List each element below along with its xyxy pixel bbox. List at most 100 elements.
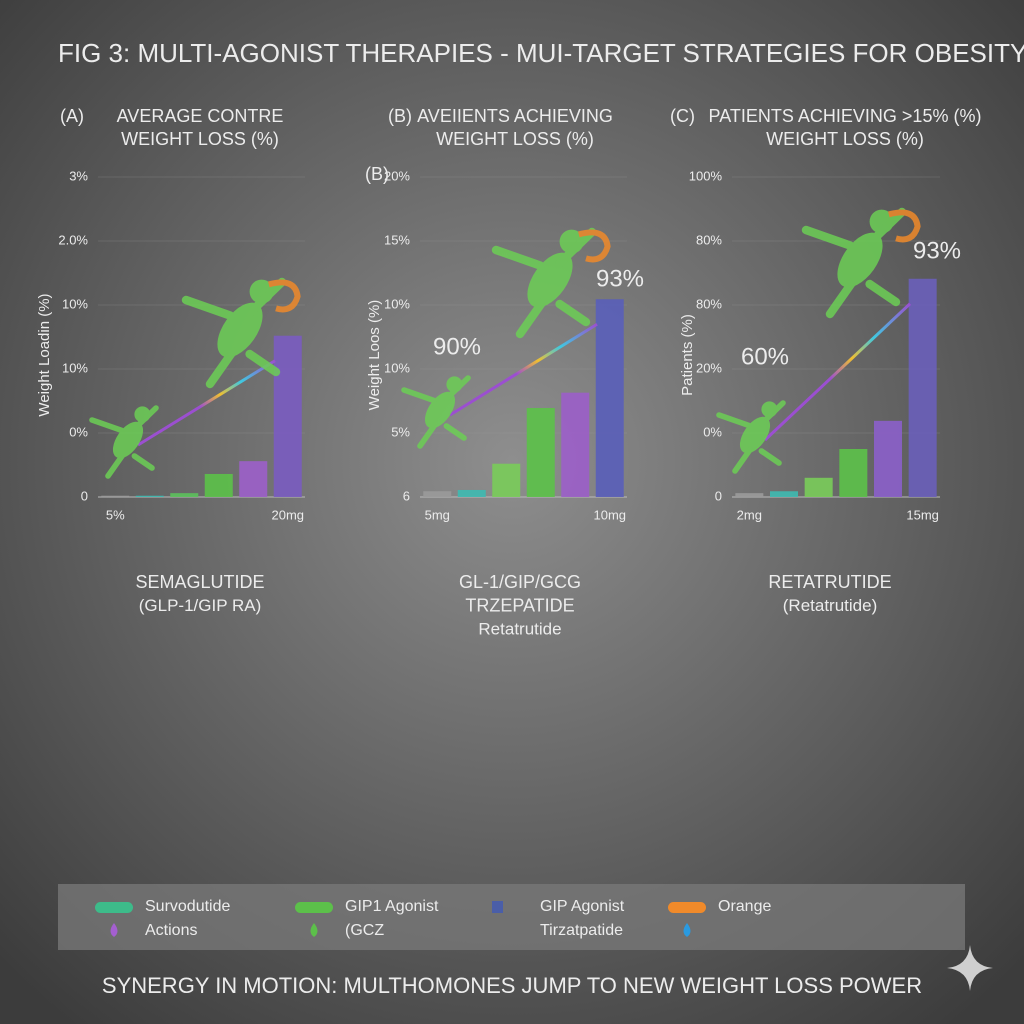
figure-limbs	[401, 375, 471, 449]
y-tick-label: 0%	[703, 424, 722, 439]
y-tick-label: 10%	[384, 296, 410, 311]
bar	[874, 420, 902, 497]
y-tick-label: 6	[403, 488, 410, 503]
y-tick-label: 10%	[62, 360, 88, 375]
x-tick-label: 15mg	[906, 507, 939, 522]
jumping-figure	[491, 227, 611, 339]
y-axis-label: Weight Loadin (%)	[36, 293, 53, 416]
y-tick-label: 2.0%	[58, 232, 88, 247]
figure-limbs	[491, 227, 597, 339]
bar	[170, 493, 199, 497]
x-tick-label: 2mg	[737, 507, 762, 522]
bar	[804, 477, 833, 497]
y-tick-label: 15%	[384, 232, 410, 247]
panel-title: AVEIIENTS ACHIEVING	[417, 106, 613, 126]
y-tick-label: 10%	[384, 360, 410, 375]
panel-label: (C)	[670, 106, 695, 126]
figure-limbs	[801, 207, 907, 319]
bar	[204, 473, 233, 497]
jumping-figure	[801, 207, 921, 319]
annotation: 90%	[433, 333, 481, 360]
legend-swatch	[310, 923, 318, 937]
legend-swatch	[683, 923, 691, 937]
trend-arrow	[763, 302, 912, 442]
y-tick-label: 100%	[689, 168, 723, 183]
annotation: 60%	[741, 343, 789, 370]
bar	[492, 463, 521, 497]
trend-arrow	[137, 359, 276, 447]
bar	[595, 299, 624, 497]
page-title: FIG 3: MULTI-AGONIST THERAPIES - MUI-TAR…	[58, 38, 1024, 68]
footer: SYNERGY IN MOTION: MULTHOMONES JUMP TO N…	[102, 973, 922, 998]
legend-swatch	[492, 901, 503, 913]
legend-swatch	[110, 923, 118, 937]
drug-label: SEMAGLUTIDE	[135, 572, 264, 592]
trend-arrow	[449, 322, 598, 417]
y-tick-label: 10%	[62, 296, 88, 311]
y-tick-label: 0%	[69, 424, 88, 439]
bar	[423, 491, 452, 497]
panel-label: (B)	[388, 106, 412, 126]
bar	[770, 491, 798, 497]
y-axis-label: Weight Loos (%)	[366, 300, 383, 411]
y-tick-label: 20%	[384, 168, 410, 183]
legend-label: Orange	[718, 898, 771, 915]
panel-title: WEIGHT LOSS (%)	[766, 129, 924, 149]
bar	[101, 495, 130, 497]
y-tick-label: 80%	[696, 296, 722, 311]
y-axis-label: Patients (%)	[679, 314, 696, 396]
bar	[839, 449, 868, 497]
y-tick-label: 20%	[696, 360, 722, 375]
y-tick-label: 3%	[69, 168, 88, 183]
bar	[735, 493, 764, 497]
bar	[526, 408, 555, 497]
y-tick-label: 0	[81, 488, 88, 503]
y-tick-label: 5%	[391, 424, 410, 439]
figure-limbs	[89, 405, 159, 479]
drug-label: RETATRUTIDE	[768, 572, 891, 592]
legend-label: Actions	[145, 922, 197, 939]
drug-label: (GLP-1/GIP RA)	[139, 596, 262, 615]
panel-title: AVERAGE CONTRE	[117, 106, 284, 126]
legend-label: GIP Agonist	[540, 898, 625, 915]
sparkle-icon	[947, 945, 993, 991]
jumping-figure	[401, 375, 471, 449]
annotation: 93%	[913, 237, 961, 264]
jumping-figure	[181, 277, 301, 389]
jumping-figure	[89, 405, 159, 479]
jumping-figure	[716, 400, 786, 474]
x-tick-label: 20mg	[271, 507, 304, 522]
panel-label: (A)	[60, 106, 84, 126]
figure-hair	[888, 209, 921, 243]
legend-label: Survodutide	[145, 898, 230, 915]
bar	[135, 495, 164, 497]
annotation: 93%	[596, 265, 644, 292]
bar	[273, 335, 302, 497]
legend-label: Tirzatpatide	[540, 922, 623, 939]
drug-label: Retatrutide	[478, 619, 561, 638]
x-tick-label: 5mg	[425, 507, 450, 522]
drug-label: (Retatrutide)	[783, 596, 877, 615]
y-tick-label: 0	[715, 488, 722, 503]
legend-swatch	[95, 902, 133, 913]
figure-hair	[268, 279, 301, 313]
figure-limbs	[181, 277, 287, 389]
panel-sublabel: (B)	[365, 164, 389, 184]
legend-box	[58, 884, 965, 950]
drug-label: GL-1/GIP/GCG	[459, 572, 581, 592]
x-tick-label: 10mg	[593, 507, 626, 522]
bar	[908, 278, 937, 497]
figure-limbs	[716, 400, 786, 474]
bar	[457, 489, 486, 497]
legend-swatch	[668, 902, 706, 913]
x-tick-label: 5%	[106, 507, 125, 522]
bar	[561, 392, 590, 497]
panel-title: WEIGHT LOSS (%)	[436, 129, 594, 149]
bar	[239, 461, 268, 497]
figure-hair	[578, 229, 611, 263]
y-tick-label: 80%	[696, 232, 722, 247]
panel-title: WEIGHT LOSS (%)	[121, 129, 279, 149]
